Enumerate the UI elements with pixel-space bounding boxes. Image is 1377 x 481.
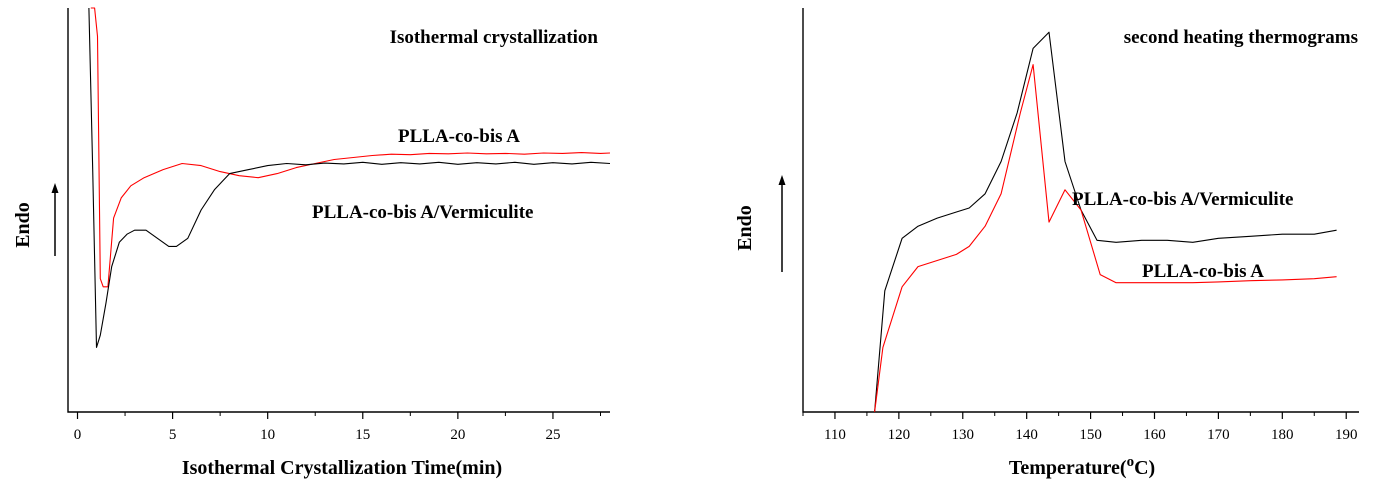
- chart1-tick-label-10: 10: [260, 427, 275, 443]
- chart1-label-vermiculite: PLLA-co-bis A/Vermiculite: [312, 202, 533, 223]
- chart1-tick-label-15: 15: [355, 427, 370, 443]
- chart1-title: Isothermal crystallization: [390, 27, 599, 48]
- chart2-tick-label-190: 190: [1335, 427, 1358, 443]
- chart2-x-axis-label-degree: o: [1127, 454, 1135, 470]
- chart2-series-line-b: [874, 64, 1337, 413]
- chart2-x-axis-label: Temperature(oC): [1009, 454, 1155, 479]
- chart1-series-line-a: [90, 7, 611, 288]
- chart2-endo-arrow: [778, 175, 786, 272]
- chart2-tick-label-180: 180: [1271, 427, 1294, 443]
- chart1-endo-arrow: [51, 183, 59, 256]
- chart-heating: 110 120 130 140 150 160 170 180 190 second heati…: [734, 8, 1359, 479]
- chart2-title: second heating thermograms: [1124, 27, 1358, 48]
- chart2-label-vermiculite: PLLA-co-bis A/Vermiculite: [1072, 189, 1293, 210]
- chart1-series: [88, 7, 611, 348]
- chart1-label-plla: PLLA-co-bis A: [398, 126, 520, 147]
- chart2-label-plla: PLLA-co-bis A: [1142, 261, 1264, 282]
- chart2-tick-label-160: 160: [1143, 427, 1166, 443]
- chart2-tick-label-170: 170: [1207, 427, 1230, 443]
- chart2-x-axis-label-unit: C): [1134, 457, 1155, 479]
- chart2-tick-label-110: 110: [824, 427, 846, 443]
- chart1-x-ticks: 0 5 10 15 20 25: [74, 412, 601, 443]
- chart1-tick-label-5: 5: [169, 427, 177, 443]
- chart2-tick-label-150: 150: [1079, 427, 1102, 443]
- chart2-series: [874, 31, 1337, 413]
- chart1-axis-frame: [67, 8, 610, 413]
- chart1-x-axis-label: Isothermal Crystallization Time(min): [182, 457, 502, 479]
- chart1-y-axis-label: Endo: [12, 202, 34, 248]
- chart1-tick-label-0: 0: [74, 427, 82, 443]
- chart2-series-line-a: [874, 31, 1337, 413]
- chart2-tick-label-140: 140: [1015, 427, 1038, 443]
- chart2-tick-label-130: 130: [952, 427, 975, 443]
- chart1-series-line-b: [88, 7, 611, 348]
- chart2-x-axis-label-main: Temperature(: [1009, 457, 1127, 479]
- chart2-y-axis-label: Endo: [734, 205, 756, 251]
- chart1-tick-label-25: 25: [545, 427, 560, 443]
- chart2-x-ticks: 110 120 130 140 150 160 170 180 190: [802, 412, 1358, 443]
- chart-isothermal: 0 5 10 15 20 25 Isothermal crystallization PL…: [12, 7, 611, 479]
- chart2-tick-label-120: 120: [888, 427, 911, 443]
- chart1-tick-label-20: 20: [450, 427, 465, 443]
